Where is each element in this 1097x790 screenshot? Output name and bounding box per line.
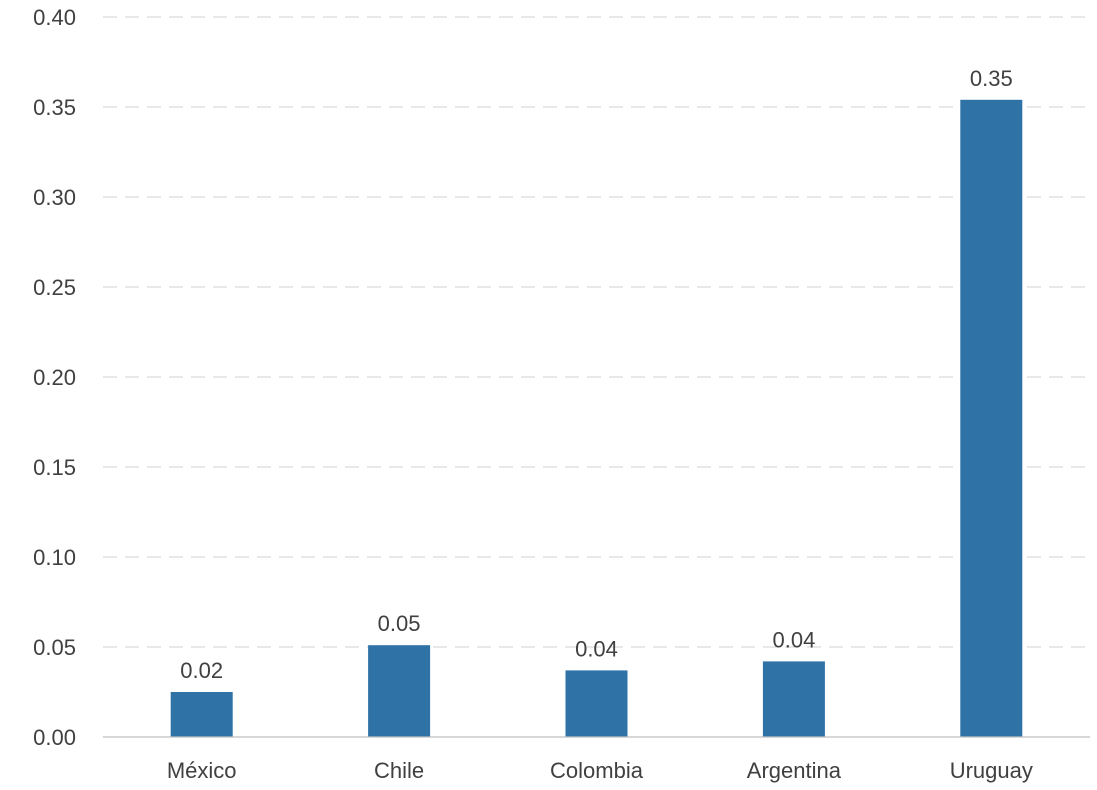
y-tick-label: 0.35 (33, 95, 76, 120)
y-tick-label: 0.10 (33, 545, 76, 570)
x-category-label: México (167, 758, 237, 783)
bar-uruguay (960, 99, 1023, 738)
y-tick-label: 0.15 (33, 455, 76, 480)
data-label: 0.05 (378, 611, 421, 636)
y-tick-label: 0.25 (33, 275, 76, 300)
y-tick-label: 0.40 (33, 5, 76, 30)
data-label: 0.02 (180, 658, 223, 683)
y-tick-label: 0.20 (33, 365, 76, 390)
bars (170, 99, 1023, 738)
x-category-label: Uruguay (950, 758, 1033, 783)
data-labels: 0.02 0.05 0.04 0.04 0.35 (180, 66, 1012, 683)
data-label: 0.04 (772, 627, 815, 652)
x-category-label: Chile (374, 758, 424, 783)
bar-colombia (565, 670, 628, 737)
x-category-label: Argentina (747, 758, 842, 783)
y-tick-label: 0.00 (33, 725, 76, 750)
bar-argentina (762, 661, 825, 737)
grid-lines (103, 16, 1090, 648)
y-tick-label: 0.30 (33, 185, 76, 210)
bar-chile (368, 645, 431, 737)
data-label: 0.35 (970, 66, 1013, 91)
bar-méxico (170, 692, 233, 737)
y-tick-label: 0.05 (33, 635, 76, 660)
data-label: 0.04 (575, 636, 618, 661)
y-axis-tick-labels: 0.00 0.05 0.10 0.15 0.20 0.25 0.30 0.35 0.40 (33, 5, 76, 750)
x-axis-category-labels: México Chile Colombia Argentina Uruguay (167, 758, 1033, 783)
x-category-label: Colombia (550, 758, 644, 783)
